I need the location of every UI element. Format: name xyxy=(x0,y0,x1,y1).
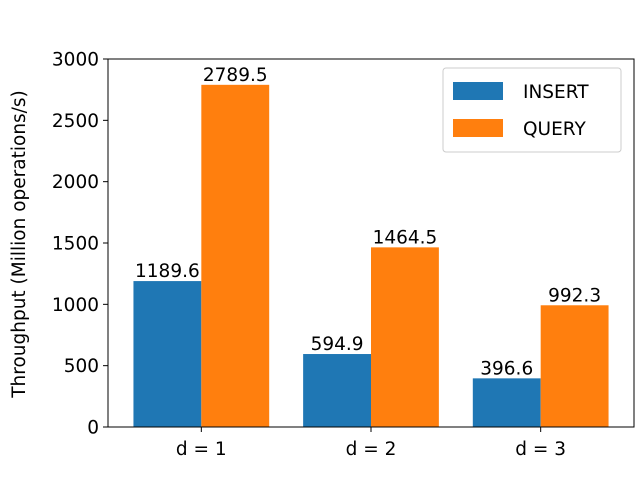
bars-layer xyxy=(133,84,609,427)
data-label-insert-1: 1189.6 xyxy=(135,261,200,282)
bar-insert-3 xyxy=(472,378,541,427)
legend-label-insert: INSERT xyxy=(523,82,589,103)
legend-swatch-query xyxy=(453,119,503,137)
bar-insert-1 xyxy=(133,281,202,427)
legend-label-query: QUERY xyxy=(523,119,586,140)
data-label-query-2: 1464.5 xyxy=(373,227,438,248)
data-label-insert-2: 594.9 xyxy=(311,334,364,355)
y-tick-label-4: 2000 xyxy=(52,172,99,193)
axes-layer: 0 500 1000 1500 2000 2500 3000 d = 1 d = 2 d = 3 xyxy=(52,50,635,460)
y-tick-label-0: 0 xyxy=(87,418,99,439)
bar-query-1 xyxy=(201,84,270,427)
legend-swatch-insert xyxy=(453,82,503,100)
x-tick-label-0: d = 1 xyxy=(176,439,227,460)
data-label-query-1: 2789.5 xyxy=(203,65,268,86)
x-tick-label-2: d = 3 xyxy=(515,439,566,460)
bar-query-2 xyxy=(371,247,439,427)
x-tick-label-1: d = 2 xyxy=(346,439,397,460)
y-tick-label-2: 1000 xyxy=(52,295,99,316)
y-tick-label-1: 500 xyxy=(64,356,99,377)
data-labels-layer: 1189.6 594.9 396.6 2789.5 1464.5 992.3 xyxy=(135,65,601,380)
bar-insert-2 xyxy=(303,354,371,427)
y-tick-label-6: 3000 xyxy=(52,50,99,71)
data-label-insert-3: 396.6 xyxy=(480,358,533,379)
y-tick-label-3: 1500 xyxy=(52,234,99,255)
y-axis-label: Throughput (Million operations/s) xyxy=(9,90,30,399)
bar-query-3 xyxy=(540,305,609,427)
legend: INSERT QUERY xyxy=(442,67,622,153)
y-tick-label-5: 2500 xyxy=(52,111,99,132)
data-label-query-3: 992.3 xyxy=(548,285,601,306)
